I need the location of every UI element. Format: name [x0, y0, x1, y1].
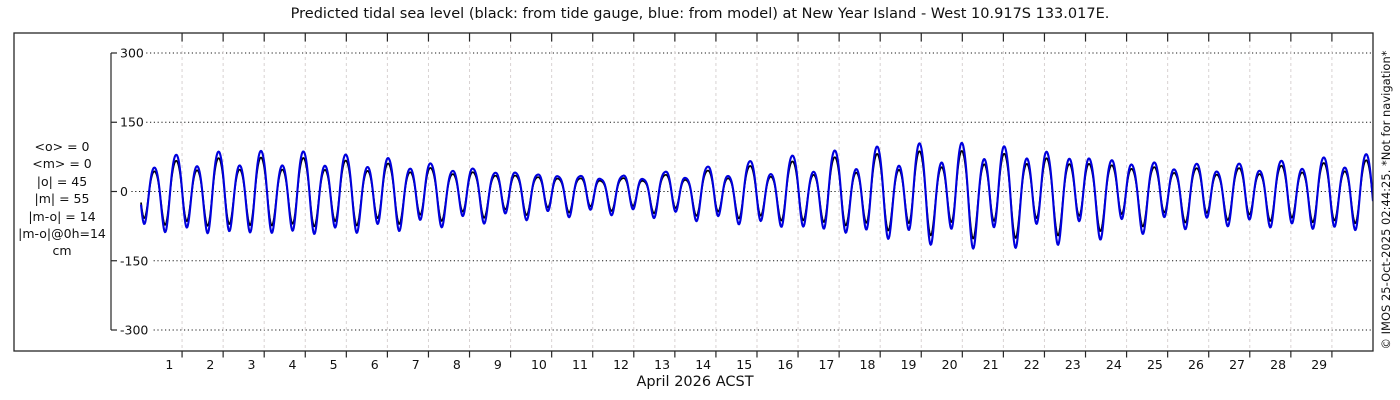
x-tick-label: 1 [165, 357, 173, 372]
x-tick-label: 17 [818, 357, 834, 372]
x-tick-label: 7 [412, 357, 420, 372]
x-tick-label: 4 [289, 357, 297, 372]
stats-line: |m| = 55 [34, 191, 90, 207]
x-tick-label: 13 [654, 357, 670, 372]
y-tick-label: -150 [120, 253, 148, 268]
x-tick-label: 23 [1065, 357, 1081, 372]
x-tick-label: 15 [736, 357, 752, 372]
stats-line: |m-o| = 14 [28, 208, 96, 224]
x-tick-label: 19 [901, 357, 917, 372]
x-tick-label: 20 [942, 357, 958, 372]
y-tick-label: 0 [120, 184, 128, 199]
x-tick-label: 11 [572, 357, 588, 372]
x-axis-label: April 2026 ACST [636, 374, 754, 390]
y-tick-label: -300 [120, 323, 148, 338]
stats-line: |m-o|@0h=14 [18, 226, 106, 242]
stats-line: cm [52, 243, 72, 259]
stats-line: |o| = 45 [36, 173, 88, 189]
x-tick-label: 9 [494, 357, 502, 372]
y-tick-label: 300 [120, 45, 144, 60]
x-tick-label: 8 [453, 357, 461, 372]
x-tick-label: 26 [1188, 357, 1204, 372]
stats-line: <m> = 0 [32, 156, 92, 172]
x-tick-label: 10 [531, 357, 547, 372]
model-series-line [139, 141, 1373, 250]
x-tick-label: 29 [1311, 357, 1327, 372]
x-tick-label: 2 [206, 357, 214, 372]
x-tick-label: 14 [695, 357, 711, 372]
x-tick-label: 16 [777, 357, 793, 372]
x-tick-label: 5 [330, 357, 338, 372]
x-tick-label: 28 [1270, 357, 1286, 372]
x-tick-label: 24 [1106, 357, 1122, 372]
watermark-vertical: © IMOS 25-Oct-2025 02:44:25. *Not for na… [1379, 50, 1393, 350]
stats-line: <o> = 0 [34, 139, 90, 154]
x-tick-label: 3 [247, 357, 255, 372]
y-tick-label: 150 [120, 115, 144, 130]
x-tick-label: 22 [1024, 357, 1040, 372]
x-tick-label: 18 [860, 357, 876, 372]
x-tick-label: 21 [983, 357, 999, 372]
x-tick-label: 27 [1229, 357, 1245, 372]
x-tick-label: 6 [371, 357, 379, 372]
plot-frame [13, 32, 1374, 352]
stats-panel: <o> = 0 <m> = 0 |o| = 45 |m| = 55 |m-o| = 14… [8, 138, 116, 260]
x-tick-label: 25 [1147, 357, 1163, 372]
chart-title: Predicted tidal sea level (black: from t… [290, 6, 1110, 22]
x-tick-label: 12 [613, 357, 629, 372]
